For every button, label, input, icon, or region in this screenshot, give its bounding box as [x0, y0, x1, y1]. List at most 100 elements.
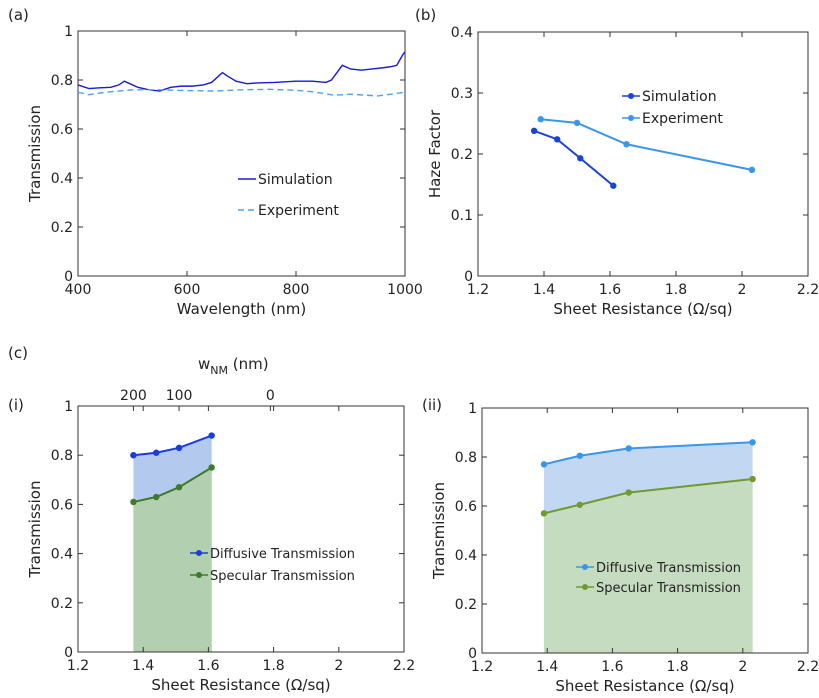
x-tick-label: 1.4 — [536, 659, 558, 675]
data-point-experiment — [749, 167, 755, 173]
y-tick-label: 1 — [64, 399, 73, 415]
data-point-specular-transmission — [153, 494, 159, 500]
x-tick-label: 1.8 — [262, 658, 284, 674]
legend-label-specular-transmission: Specular Transmission — [596, 581, 741, 596]
chart-panel-a: 400 600 800 1000 0 0.2 0.4 0.6 0.8 1 Wavelength (n… — [26, 24, 423, 318]
y-tick-label: 1 — [64, 24, 73, 40]
legend-label-experiment: Experiment — [642, 111, 723, 127]
data-point-simulation — [577, 155, 583, 161]
series-line-simulation — [78, 52, 405, 91]
data-point-experiment — [623, 141, 629, 147]
y-tick-label: 0.6 — [51, 497, 73, 513]
y-tick-label: 0.8 — [51, 73, 73, 89]
x-tick-label: 800 — [283, 282, 310, 298]
y-axis-label: Transmission — [26, 105, 44, 203]
y-tick-label: 0.4 — [51, 171, 73, 187]
data-point-specular-transmission — [208, 464, 214, 470]
legend-marker-specular-transmission — [582, 584, 588, 590]
data-point-specular-transmission — [176, 484, 182, 490]
y-axis-label: Transmission — [430, 482, 448, 580]
data-point-specular-transmission — [626, 489, 632, 495]
x-tick-label: 1.4 — [132, 658, 154, 674]
y-tick-label: 0.6 — [455, 499, 477, 515]
x-tick-label: 2.2 — [797, 282, 819, 298]
y-tick-label: 0.1 — [451, 208, 473, 224]
x-axis-label: Sheet Resistance (Ω/sq) — [151, 676, 330, 694]
x-tick-label: 1.8 — [666, 659, 688, 675]
x-tick-label: 1.6 — [599, 282, 621, 298]
panel-label-c: (c) — [8, 344, 28, 362]
plot-frame — [478, 32, 808, 276]
panel-label-ci: (i) — [8, 396, 24, 414]
y-axis-label: Haze Factor — [426, 109, 444, 198]
data-point-diffusive-transmission — [541, 461, 547, 467]
x-tick-label: 1.4 — [533, 282, 555, 298]
y-tick-label: 0 — [468, 646, 477, 662]
top-axis-tick-label: 0 — [266, 388, 275, 404]
y-tick-label: 0.8 — [455, 450, 477, 466]
panel-label-b: (b) — [415, 6, 436, 24]
x-tick-label: 2 — [738, 282, 747, 298]
data-point-specular-transmission — [130, 499, 136, 505]
y-tick-label: 0.2 — [451, 147, 473, 163]
x-tick-label: 1000 — [387, 282, 423, 298]
top-axis-label: wNM (nm) — [198, 355, 269, 377]
legend-label-simulation: Simulation — [642, 89, 717, 105]
x-tick-label: 2.2 — [393, 658, 415, 674]
x-axis-label: Wavelength (nm) — [177, 300, 307, 318]
y-tick-label: 0.4 — [451, 25, 473, 41]
data-point-specular-transmission — [541, 510, 547, 516]
x-tick-label: 2.2 — [797, 659, 819, 675]
plot-frame — [78, 406, 404, 652]
legend-label-specular-transmission: Specular Transmission — [210, 569, 355, 584]
data-point-diffusive-transmission — [626, 445, 632, 451]
y-tick-label: 0.2 — [51, 596, 73, 612]
data-point-diffusive-transmission — [153, 450, 159, 456]
y-axis-label: Transmission — [26, 481, 44, 579]
x-tick-label: 1.8 — [665, 282, 687, 298]
series-line-experiment — [78, 89, 405, 96]
data-point-simulation — [554, 136, 560, 142]
chart-panel-c-i: 1.2 1.4 1.6 1.8 2 2.2 0 0.2 0.4 0.6 0.8 1 Sheet Resi… — [26, 355, 415, 694]
legend-marker-diffusive-transmission — [196, 550, 202, 556]
x-tick-label: 1.6 — [601, 659, 623, 675]
data-point-diffusive-transmission — [176, 445, 182, 451]
data-point-experiment — [574, 120, 580, 126]
data-point-simulation — [531, 128, 537, 134]
legend-label-diffusive-transmission: Diffusive Transmission — [210, 547, 355, 562]
top-axis-tick-label: 100 — [166, 388, 193, 404]
panel-label-a: (a) — [8, 6, 29, 24]
x-axis-label: Sheet Resistance (Ω/sq) — [555, 677, 734, 695]
data-point-simulation — [610, 183, 616, 189]
x-tick-label: 1.6 — [197, 658, 219, 674]
top-axis-label-symbol: w — [198, 355, 210, 373]
x-tick-label: 2 — [738, 659, 747, 675]
y-tick-label: 0.3 — [451, 86, 473, 102]
plot-frame — [78, 31, 405, 276]
chart-panel-b: 1.2 1.4 1.6 1.8 2 2.2 0 0.1 0.2 0.3 0.4 Sheet Resis… — [426, 25, 819, 318]
y-tick-label: 0 — [464, 269, 473, 285]
data-point-specular-transmission — [749, 476, 755, 482]
data-point-diffusive-transmission — [208, 432, 214, 438]
y-tick-label: 0.4 — [51, 547, 73, 563]
x-tick-label: 2 — [334, 658, 343, 674]
y-tick-label: 0 — [64, 269, 73, 285]
legend-marker-experiment — [628, 115, 634, 121]
top-axis-tick-label: 200 — [120, 388, 147, 404]
legend-marker-specular-transmission — [196, 572, 202, 578]
data-point-diffusive-transmission — [577, 453, 583, 459]
data-point-diffusive-transmission — [749, 439, 755, 445]
x-tick-label: 600 — [174, 282, 201, 298]
series-line-simulation — [534, 131, 613, 186]
y-tick-label: 0.4 — [455, 548, 477, 564]
legend-label-experiment: Experiment — [258, 203, 339, 219]
x-axis-label: Sheet Resistance (Ω/sq) — [553, 300, 732, 318]
chart-panel-c-ii: 1.2 1.4 1.6 1.8 2 2.200.20.40.60.81Sheet Resi… — [430, 401, 819, 695]
y-tick-label: 0.6 — [51, 122, 73, 138]
legend-label-simulation: Simulation — [258, 172, 333, 188]
y-tick-label: 0.8 — [51, 448, 73, 464]
panel-label-cii: (ii) — [422, 396, 442, 414]
y-tick-label: 1 — [468, 401, 477, 417]
y-tick-label: 0 — [64, 645, 73, 661]
